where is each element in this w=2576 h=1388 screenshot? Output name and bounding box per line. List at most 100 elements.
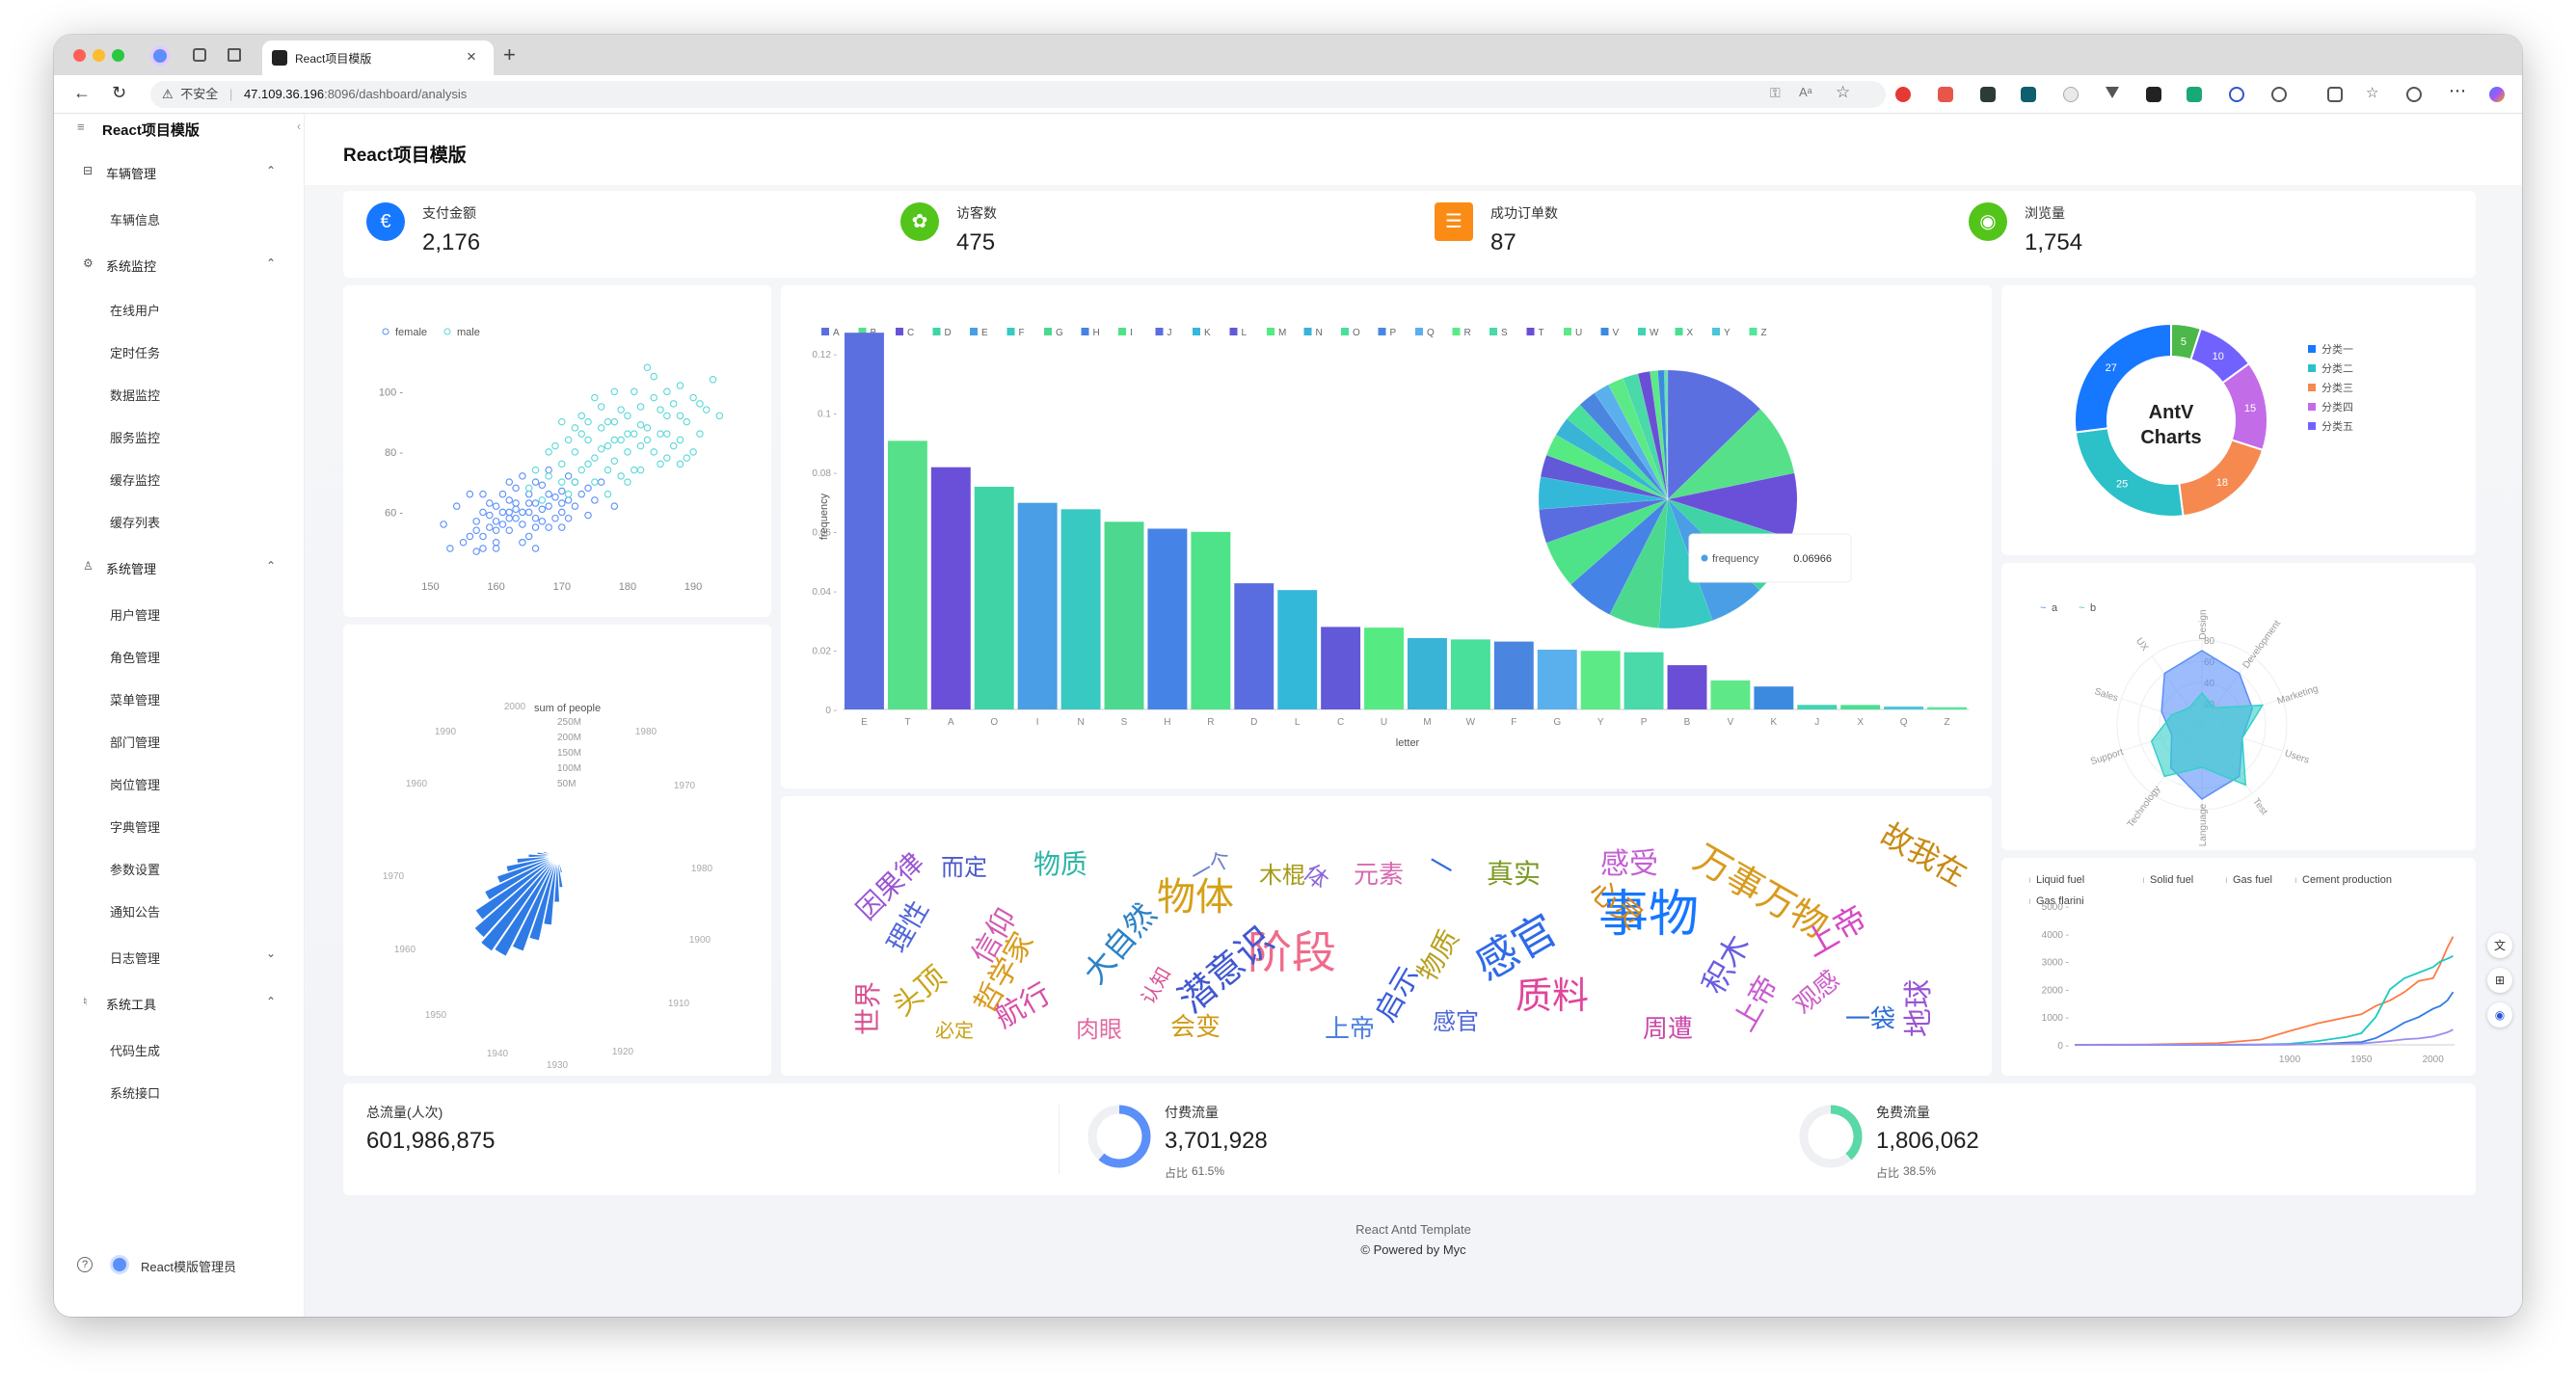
sidebar-item-param-settings[interactable]: 参数设置 [110,863,161,877]
x-tick-label: P [1641,717,1648,728]
y-tick-label: 5000 - [2042,902,2069,913]
scatter-point [617,436,625,444]
split-screen-icon[interactable] [2327,87,2343,102]
sidebar-item-vehicle-info[interactable]: 车辆信息 [110,213,161,227]
word: 世界 [853,981,883,1035]
password-key-icon[interactable]: ⚿ [1770,85,1781,100]
tab-close-icon[interactable]: × [467,47,476,66]
chevron-up-icon: ⌃ [266,995,277,1008]
extension-red-icon[interactable] [1895,87,1911,102]
sidebar-group-label: 车辆管理 [106,167,157,181]
back-icon[interactable]: ← [73,83,91,102]
scatter-point [524,532,533,541]
extension-bot-icon[interactable] [2229,87,2244,102]
float-grid-icon[interactable]: ⊞ [2487,968,2512,993]
sidebar-item-data-monitor[interactable]: 数据监控 [110,388,161,403]
performance-icon[interactable] [2406,87,2422,102]
copilot-icon[interactable] [2489,87,2505,102]
x-tick-label: I [1036,717,1039,728]
sidebar-item-cache-monitor[interactable]: 缓存监控 [110,473,161,488]
scatter-point [696,400,704,408]
scatter-point [486,499,494,507]
maximize-window-icon[interactable] [112,49,124,62]
scatter-point [512,505,520,514]
profile-icon[interactable] [150,46,170,66]
workspaces-icon[interactable] [193,48,206,62]
reload-icon[interactable]: ↻ [112,83,127,102]
bar [1450,639,1490,709]
sidebar-item-system-api[interactable]: 系统接口 [110,1086,161,1101]
collapse-sidebar-icon[interactable]: ‹ [297,120,301,133]
extension-vpn-icon[interactable] [2106,87,2119,98]
pie-slice [1540,454,1669,500]
sidebar-item-scheduled-tasks[interactable]: 定时任务 [110,346,161,360]
sidebar-item-role-management[interactable]: 角色管理 [110,651,161,665]
sidebar-item-user-management[interactable]: 用户管理 [110,608,161,623]
favorites-icon[interactable]: ☆ [2366,85,2379,101]
sidebar-item-code-gen[interactable]: 代码生成 [110,1044,161,1058]
scatter-point [584,511,592,520]
tab-dashboard[interactable]: React项目模版 × [262,40,494,75]
scatter-point [571,478,579,486]
y-tick-label: 0.1 - [818,409,837,419]
avatar[interactable] [110,1255,129,1274]
tab-actions-icon[interactable] [228,48,241,62]
scatter-point [524,484,533,493]
sidebar-item-cache-list[interactable]: 缓存列表 [110,516,161,530]
sidebar-item-dict-management[interactable]: 字典管理 [110,820,161,835]
scatter-point [564,472,573,480]
radial-title: sum of people [534,703,601,714]
extension-dark-icon[interactable] [1980,87,1996,102]
extension-green-icon[interactable] [2187,87,2202,102]
sidebar: ≡ React项目模版 ‹ ⊟ 车辆管理 ⌃ 车辆信息 ⚙ 系统监控 ⌃ 在线用… [54,114,305,1317]
new-tab-button[interactable]: + [503,42,516,67]
sidebar-item-service-monitor[interactable]: 服务监控 [110,431,161,445]
pie-slice [1609,498,1669,628]
close-window-icon[interactable] [73,49,86,62]
scatter-point [702,406,711,414]
sidebar-item-dept-management[interactable]: 部门管理 [110,735,161,750]
word: 故我在 [1875,816,1972,893]
sidebar-item-menu-management[interactable]: 菜单管理 [110,693,161,707]
float-assistant-icon[interactable]: ◉ [2487,1002,2512,1028]
y-tick-label: 80 - [385,447,403,459]
radial-axis-label: 1950 [425,1010,447,1021]
word: 感官 [1433,1009,1479,1035]
legend-marker [1712,328,1720,335]
sidebar-item-online-users[interactable]: 在线用户 [110,304,161,318]
extension-refresh-icon[interactable] [2271,87,2287,102]
extension-teal-icon[interactable] [2021,87,2036,102]
legend-label: Solid fuel [2150,874,2193,886]
user-name[interactable]: React模版管理员 [141,1260,236,1274]
legend-marker: ı [2225,875,2228,886]
url-field[interactable]: ⚠ 不安全 | 47.109.36.196:8096/dashboard/ana… [150,81,1886,108]
traffic-total-label: 总流量(人次) [366,1105,443,1120]
pie-slice [1538,476,1669,510]
traffic-free-ratio: 38.5% [1903,1164,1937,1178]
sidebar-item-post-management[interactable]: 岗位管理 [110,778,161,792]
extension-pdf-icon[interactable] [1938,87,1953,102]
extension-timer-icon[interactable] [2063,87,2079,102]
scatter-point [604,490,612,498]
legend-marker [1229,328,1238,335]
pie-slice [1555,418,1669,500]
scatter-point [524,499,533,507]
scatter-point [624,412,631,420]
legend-label: E [981,328,988,338]
more-menu-icon[interactable]: ⋯ [2449,81,2466,100]
y-tick-label: 1000 - [2042,1013,2069,1024]
radial-axis-label: 1980 [635,727,657,737]
favorite-star-icon[interactable]: ☆ [1836,83,1851,101]
scatter-point [564,436,573,444]
sidebar-item-notices[interactable]: 通知公告 [110,905,161,920]
help-icon[interactable]: ? [77,1257,93,1272]
float-translate-icon[interactable]: 文 [2487,933,2512,958]
scatter-point [657,430,664,438]
legend-marker [1749,328,1758,335]
minimize-window-icon[interactable] [93,49,105,62]
read-aloud-icon[interactable]: Aᵃ [1799,85,1812,99]
extension-e-icon[interactable] [2146,87,2161,102]
bar-chart: A B C D E F G H I J K L M N O P Q R S T U V W X Y Z 0 - 0.02 - 0.04 … [812,328,1969,749]
security-label: 不安全 [180,87,219,101]
scatter-point [564,490,573,498]
